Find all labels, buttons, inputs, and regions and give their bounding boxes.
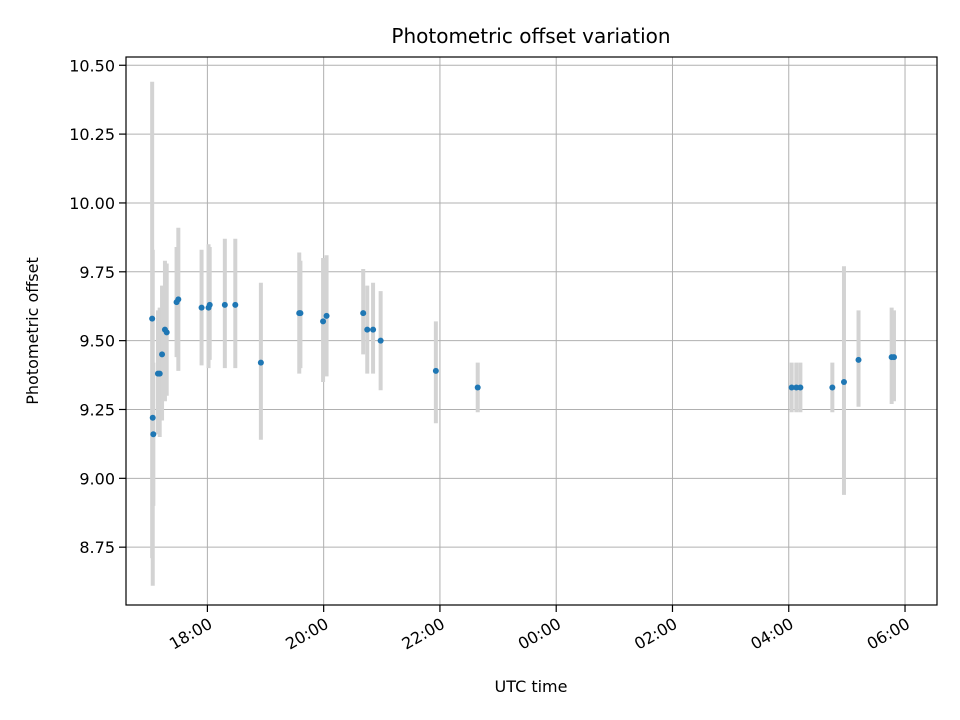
data-point	[855, 356, 862, 363]
data-point	[198, 304, 205, 311]
data-point	[890, 354, 897, 361]
data-point	[797, 384, 804, 391]
data-point	[360, 310, 367, 317]
data-point	[257, 359, 264, 366]
plot-frame	[125, 56, 938, 606]
y-tick-label: 10.25	[69, 125, 115, 144]
y-tick-label: 9.00	[79, 469, 115, 488]
data-point	[150, 431, 157, 438]
chart-title: Photometric offset variation	[391, 24, 670, 48]
data-point	[320, 318, 327, 325]
data-points	[149, 296, 897, 438]
y-tick-label: 10.00	[69, 194, 115, 213]
data-point	[232, 301, 239, 308]
data-point	[829, 384, 836, 391]
y-axis: 8.75 9.00 9.25 9.50 9.75 10.00 10.25 10.50	[69, 56, 126, 557]
data-point	[432, 367, 439, 374]
y-tick-label: 8.75	[79, 538, 115, 557]
y-axis-title: Photometric offset	[23, 257, 42, 405]
data-point	[159, 351, 166, 358]
data-point	[175, 296, 182, 303]
data-point	[163, 329, 170, 336]
data-point	[788, 384, 795, 391]
data-point	[206, 301, 213, 308]
data-point	[156, 370, 163, 377]
data-point	[323, 312, 330, 319]
x-axis-title: UTC time	[495, 677, 568, 696]
data-point	[370, 326, 377, 333]
data-point	[364, 326, 371, 333]
y-tick-label: 9.75	[79, 263, 115, 282]
data-point	[149, 414, 156, 421]
data-point	[221, 301, 228, 308]
data-point	[474, 384, 481, 391]
y-tick-label: 9.25	[79, 400, 115, 419]
y-tick-label: 10.50	[69, 56, 115, 75]
y-tick-label: 9.50	[79, 332, 115, 351]
data-point	[149, 315, 156, 322]
data-point	[297, 310, 304, 317]
data-point	[840, 378, 847, 385]
data-point	[377, 337, 384, 344]
